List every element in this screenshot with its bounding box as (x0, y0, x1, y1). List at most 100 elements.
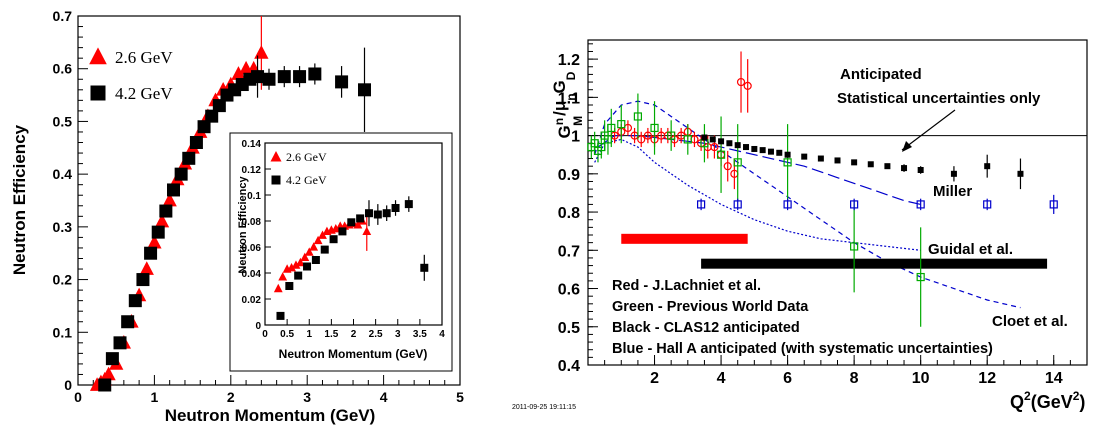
inset-series-4p2-point (382, 209, 391, 218)
inset-x-tick-label: 2 (351, 329, 357, 340)
right-y-tick-label: 0.8 (558, 205, 580, 222)
inset-series-4p2-point (285, 282, 294, 290)
inset-series-4p2-point (391, 204, 400, 212)
inset-legend-marker-4p2 (271, 175, 281, 185)
right-y-tick-label: 0.7 (558, 243, 580, 260)
left-y-tick-label: 0.1 (53, 324, 73, 340)
black-series-point (759, 147, 766, 154)
annotation-statistical-only: Statistical uncertainties only (837, 90, 1041, 107)
red-series-point (743, 81, 752, 90)
black-series-point (867, 161, 874, 168)
red-series-point (723, 162, 732, 171)
green-series-point (916, 272, 925, 282)
inset-series-4p2-point (404, 200, 413, 209)
inset-series-2p6-point (309, 242, 319, 251)
left-series-2p6-point (101, 366, 116, 381)
black-series-point (917, 167, 924, 173)
left-series-4p2-point (144, 246, 158, 260)
right-x-tick-label: 2 (650, 370, 659, 387)
annotation-arrow-shaft (901, 109, 956, 151)
left-series-4p2-point (262, 72, 276, 86)
black-series-point (801, 153, 808, 160)
black-series-point (817, 155, 824, 162)
inset-series-4p2-point (373, 210, 382, 219)
right-y-tick-label: 1 (571, 129, 580, 146)
inset-y-tick-label: 0 (255, 321, 261, 332)
inset-legend-marker-2p6 (270, 151, 282, 162)
inset-y-tick-label: 0.14 (242, 139, 262, 150)
left-series-2p6-point (154, 213, 170, 228)
inset-y-tick-label: 0.08 (242, 217, 262, 228)
left-series-4p2-point (277, 70, 291, 84)
blue-series-point (916, 200, 925, 209)
left-series-4p2-point (128, 294, 142, 308)
green-series-point (850, 242, 859, 251)
green-series-point (617, 120, 626, 129)
inset-efficiency-plot: 0 0.5 1 1.5 2 2.5 3 3.5 4 0 0.02 0.04 0.06 0.08 0.1 0.1… (229, 132, 453, 372)
left-series-4p2-point (167, 183, 180, 197)
left-series-4p2-point (136, 273, 150, 287)
green-series-point (716, 150, 726, 159)
inset-series-4p2-point (294, 271, 303, 280)
inset-x-axis-label: Neutron Momentum (GeV) (279, 347, 428, 361)
inset-series-2p6-point (353, 220, 363, 229)
left-series-4p2-point (335, 75, 349, 89)
timestamp: 2011-09-25 19:11:15 (512, 404, 576, 411)
inset-legend-label-4p2: 4.2 GeV (286, 173, 327, 187)
right-y-tick-label: 1.2 (558, 52, 580, 69)
annotation-cloet: Cloet et al. (992, 313, 1068, 330)
left-x-tick-label: 3 (303, 389, 311, 405)
right-x-tick-label: 12 (978, 370, 996, 387)
inset-legend-label-2p6: 2.6 GeV (286, 150, 327, 164)
black-series-point (884, 163, 891, 170)
legend-text-3: Black - CLAS12 anticipated (612, 320, 800, 336)
blue-series-point (1049, 200, 1058, 209)
left-y-tick-label: 0.4 (53, 166, 73, 182)
left-y-tick-label: 0.5 (53, 113, 73, 129)
left-series-4p2-point (205, 109, 219, 123)
right-y-tick-label: 1.1 (558, 90, 580, 107)
inset-series-2p6-point (278, 272, 288, 281)
inset-series-4p2-point (276, 311, 285, 320)
inset-series-4p2-point (347, 218, 356, 227)
green-series-point (733, 158, 742, 167)
right-x-tick-label: 14 (1045, 370, 1063, 387)
left-series-4p2-point (293, 70, 307, 84)
left-x-tick-label: 4 (380, 389, 388, 405)
black-series-point (718, 138, 725, 145)
right-y-axis-label: Gn M/μnGD (550, 71, 585, 138)
inset-y-tick-label: 0.12 (242, 165, 262, 176)
left-legend-marker-2p6 (89, 47, 107, 65)
left-series-4p2-point (358, 83, 371, 97)
black-series-point (901, 165, 908, 172)
red-series-point (643, 131, 652, 140)
left-legend-label-2p6: 2.6 GeV (115, 48, 173, 67)
left-y-tick-label: 0 (64, 377, 72, 393)
right-y-tick-label: 0.4 (558, 358, 580, 375)
annotation-arrow-head (902, 141, 912, 152)
inset-series-2p6-point (296, 257, 305, 267)
legend-text-2: Green - Previous World Data (612, 299, 809, 315)
legend-text-1: Red - J.Lachniet et al. (612, 278, 761, 294)
inset-series-4p2-point (320, 245, 329, 254)
blue-series-point (783, 200, 792, 209)
left-axes-frame (77, 15, 461, 386)
right-x-tick-label: 6 (783, 370, 792, 387)
inset-series-4p2-point (420, 263, 429, 272)
inset-x-tick-label: 3.5 (413, 329, 427, 340)
inset-x-tick-label: 1.5 (324, 329, 338, 340)
theory-curve-cloet (594, 100, 1021, 309)
inset-y-tick-label: 0.06 (242, 243, 262, 254)
blue-series-point (850, 200, 859, 209)
left-x-tick-label: 2 (227, 389, 235, 405)
left-efficiency-plot: 0 1 2 3 4 5 0 0.1 0.2 0.3 0.4 0.5 0.6 0.7 Neutron Mome… (10, 8, 464, 425)
left-series-4p2-point (182, 151, 196, 165)
theory-curve-guidal (594, 138, 921, 251)
inset-x-tick-label: 2.5 (369, 329, 383, 340)
red-series-point (736, 77, 746, 87)
left-y-tick-label: 0.6 (53, 61, 73, 77)
left-series-4p2-point (121, 315, 135, 329)
inset-series-4p2-point (364, 209, 373, 218)
left-y-tick-label: 0.7 (53, 8, 73, 24)
